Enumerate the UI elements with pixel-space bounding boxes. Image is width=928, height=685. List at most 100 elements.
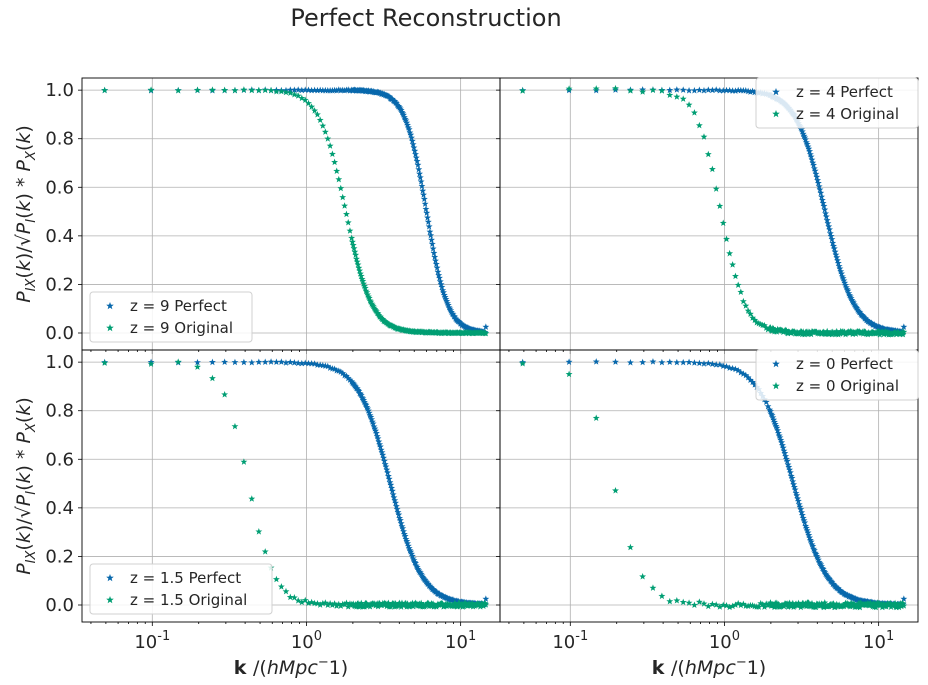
data-point — [337, 184, 345, 192]
data-point — [400, 113, 408, 121]
data-point — [353, 258, 361, 265]
data-point — [842, 281, 849, 289]
data-point — [808, 156, 816, 163]
data-point — [376, 443, 384, 450]
series-original — [519, 84, 908, 338]
data-point — [379, 315, 387, 323]
data-point — [352, 383, 360, 390]
data-point — [343, 372, 350, 380]
data-point — [452, 600, 459, 608]
data-point — [412, 154, 420, 161]
data-point — [314, 111, 321, 118]
data-point — [328, 150, 336, 158]
data-point — [700, 133, 708, 140]
data-point — [839, 274, 847, 282]
data-point — [836, 265, 844, 272]
data-point — [690, 86, 698, 94]
data-point — [384, 599, 392, 607]
data-point — [353, 385, 361, 392]
data-point — [392, 499, 400, 506]
data-point — [816, 559, 824, 567]
data-point — [308, 103, 316, 110]
data-point — [438, 283, 446, 290]
data-point — [101, 359, 109, 366]
panel-top-left: 0.0 0.2 0.4 0.6 0.8 1.0 z = 9 Perfect z = 9 Ori… — [13, 77, 501, 354]
data-point — [358, 601, 366, 609]
data-point — [886, 599, 894, 607]
data-point — [716, 202, 724, 209]
data-point — [456, 318, 463, 326]
data-point — [900, 323, 908, 330]
data-point — [770, 416, 778, 423]
data-point — [380, 457, 388, 464]
data-point — [802, 138, 810, 146]
data-point — [339, 369, 347, 377]
data-point — [794, 497, 802, 504]
data-point — [704, 150, 712, 158]
data-point — [375, 311, 383, 319]
data-point — [565, 85, 573, 92]
data-point — [679, 86, 687, 93]
data-point — [761, 321, 768, 329]
data-point — [820, 202, 828, 210]
data-point — [314, 361, 321, 368]
data-point — [900, 595, 908, 602]
data-point — [294, 92, 302, 99]
data-point — [826, 229, 834, 237]
series-original — [101, 358, 490, 610]
data-point — [775, 429, 782, 437]
data-point — [363, 288, 371, 296]
data-point — [719, 362, 727, 370]
data-point — [466, 600, 474, 607]
data-point — [749, 378, 757, 386]
data-point — [734, 366, 742, 374]
data-point — [826, 575, 833, 582]
data-point — [708, 600, 716, 608]
data-point — [341, 87, 349, 94]
data-point — [690, 109, 698, 116]
data-point — [267, 86, 275, 94]
data-point — [864, 599, 872, 607]
data-point — [685, 358, 693, 366]
data-point — [421, 576, 429, 584]
data-point — [818, 601, 826, 609]
legend-marker — [106, 302, 114, 310]
data-point — [801, 134, 809, 141]
data-point — [814, 179, 822, 187]
legend-entry: z = 1.5 Perfect — [130, 569, 241, 587]
data-point — [364, 291, 372, 298]
data-point — [370, 423, 378, 430]
data-point — [400, 530, 408, 538]
y-tick-label: 0.0 — [45, 323, 74, 344]
data-point — [311, 599, 319, 607]
data-point — [820, 567, 828, 575]
data-point — [868, 601, 876, 608]
data-point — [372, 427, 380, 434]
data-point — [819, 199, 827, 207]
data-point — [826, 225, 833, 233]
data-point — [376, 599, 384, 607]
data-point — [673, 86, 681, 93]
data-point — [784, 603, 792, 610]
data-point — [255, 358, 263, 365]
data-point — [482, 595, 490, 602]
data-point — [783, 457, 791, 465]
data-point — [449, 310, 457, 318]
data-point — [374, 602, 382, 610]
data-point — [866, 599, 874, 606]
data-point — [361, 398, 368, 406]
data-point — [267, 358, 275, 365]
data-point — [413, 157, 421, 165]
data-point — [837, 267, 845, 275]
legend: z = 0 Perfect z = 0 Original — [755, 349, 919, 401]
data-point — [436, 274, 443, 281]
data-point — [742, 302, 750, 309]
data-point — [240, 358, 248, 366]
y-tick-label: 0.6 — [45, 177, 74, 198]
data-point — [737, 368, 745, 376]
data-point — [355, 387, 363, 395]
data-point — [719, 219, 727, 226]
data-point — [209, 374, 216, 382]
data-point — [370, 304, 378, 311]
data-point — [592, 414, 600, 422]
